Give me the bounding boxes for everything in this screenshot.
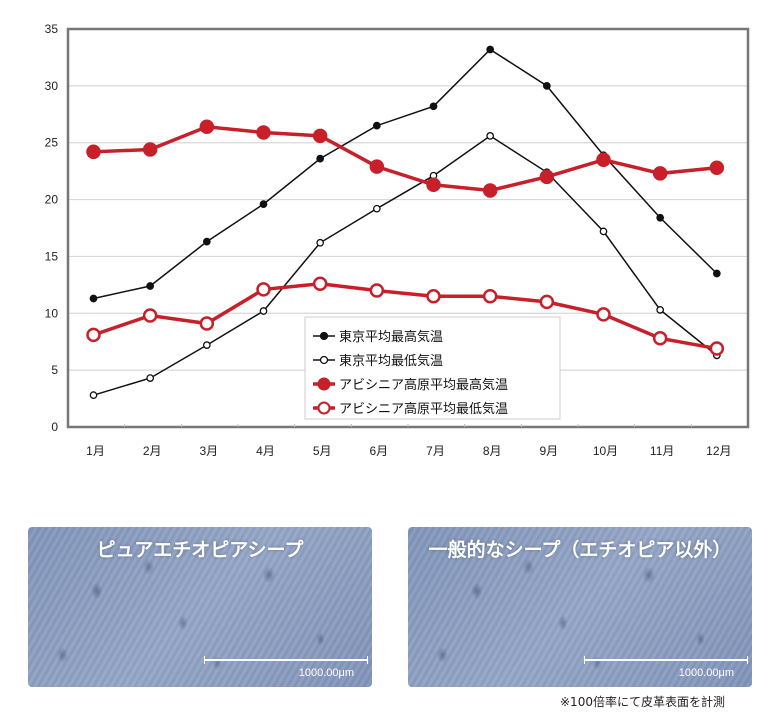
data-point (89, 294, 98, 303)
data-point (259, 307, 268, 315)
data-point (86, 144, 101, 160)
legend-label: 東京平均最高気温 (339, 329, 443, 345)
data-point (256, 282, 271, 297)
legend-marker (319, 331, 329, 341)
data-point (656, 213, 665, 222)
series-line (93, 134, 718, 396)
data-point (312, 128, 328, 144)
photo-title: ピュアエチオピアシープ (96, 539, 304, 561)
data-point (599, 227, 608, 236)
data-point (146, 282, 155, 290)
legend-marker (317, 401, 331, 415)
x-tick-label: 1月 (86, 444, 105, 458)
legend-marker (317, 377, 331, 391)
y-tick-label: 0 (51, 420, 58, 434)
scale-label: 1000.00μm (298, 667, 354, 679)
data-point (539, 294, 555, 310)
y-tick-label: 30 (45, 79, 59, 93)
data-point (482, 183, 498, 198)
x-tick-label: 9月 (539, 444, 558, 458)
x-tick-label: 5月 (313, 444, 332, 458)
data-point (596, 307, 611, 322)
x-tick-label: 8月 (483, 444, 502, 458)
y-tick-label: 10 (45, 306, 59, 320)
scale-label: 1000.00μm (678, 667, 734, 679)
data-point (542, 82, 551, 90)
data-point (486, 45, 495, 54)
photo-title: 一般的なシープ（エチオピア以外） (428, 539, 732, 561)
data-point (712, 269, 721, 278)
footnote: ※100倍率にて皮革表面を計測 (560, 695, 725, 709)
y-tick-label: 20 (45, 193, 59, 207)
x-tick-label: 11月 (650, 444, 674, 458)
data-point (369, 283, 385, 298)
scale-bar (584, 656, 748, 664)
x-tick-label: 6月 (369, 444, 388, 458)
data-point (596, 152, 611, 168)
data-point (369, 159, 385, 174)
photo-pure-ethiopian-sheep: ピュアエチオピアシープ 1000.00μm (28, 527, 372, 687)
data-point (312, 276, 328, 291)
data-point (426, 177, 441, 193)
x-tick-label: 4月 (256, 444, 275, 458)
data-point (199, 119, 215, 135)
y-tick-label: 25 (45, 136, 59, 150)
series-line (92, 281, 718, 351)
data-point (199, 316, 215, 331)
photo-general-sheep: 一般的なシープ（エチオピア以外） 1000.00μm (408, 527, 752, 687)
data-point (486, 132, 495, 140)
x-tick-label: 3月 (199, 444, 218, 458)
series-line (93, 48, 718, 300)
scale-bar (204, 656, 368, 664)
data-point (372, 204, 381, 213)
data-point (142, 142, 158, 157)
data-point (652, 166, 668, 181)
data-point (316, 238, 325, 247)
x-tick-label: 10月 (593, 444, 618, 458)
data-point (142, 308, 158, 323)
data-point (89, 391, 98, 400)
data-point (86, 327, 101, 343)
data-point (482, 288, 498, 304)
data-point (372, 121, 381, 130)
data-point (709, 160, 725, 175)
data-point (259, 200, 268, 208)
data-point (539, 169, 555, 185)
y-tick-label: 5 (51, 363, 58, 377)
legend-label: アビシニア高原平均最低気温 (339, 401, 508, 417)
data-point (429, 102, 438, 111)
temperature-chart: 0 5 10 15 20 25 30 35 1月 2月 3月 4月 5月 6月 7月 8月 9月 10月 11月 1… (45, 22, 750, 458)
data-point (202, 341, 211, 349)
data-point (202, 237, 211, 246)
data-point (316, 154, 325, 163)
series-line (93, 125, 718, 193)
x-tick-label: 2月 (143, 444, 162, 458)
data-point (652, 331, 668, 346)
data-point (146, 374, 155, 382)
legend-label: 東京平均最低気温 (339, 353, 443, 369)
data-point (656, 306, 665, 314)
y-tick-label: 35 (45, 22, 59, 36)
legend-marker (319, 355, 329, 365)
x-tick-label: 12月 (706, 444, 731, 458)
data-point (256, 125, 271, 140)
x-tick-label: 7月 (426, 444, 445, 458)
y-tick-label: 15 (45, 249, 59, 263)
legend: 東京平均最高気温東京平均最低気温アビシニア高原平均最高気温アビシニア高原平均最低… (304, 316, 561, 420)
data-point (709, 341, 725, 356)
legend-label: アビシニア高原平均最高気温 (339, 377, 508, 393)
data-point (426, 288, 441, 304)
